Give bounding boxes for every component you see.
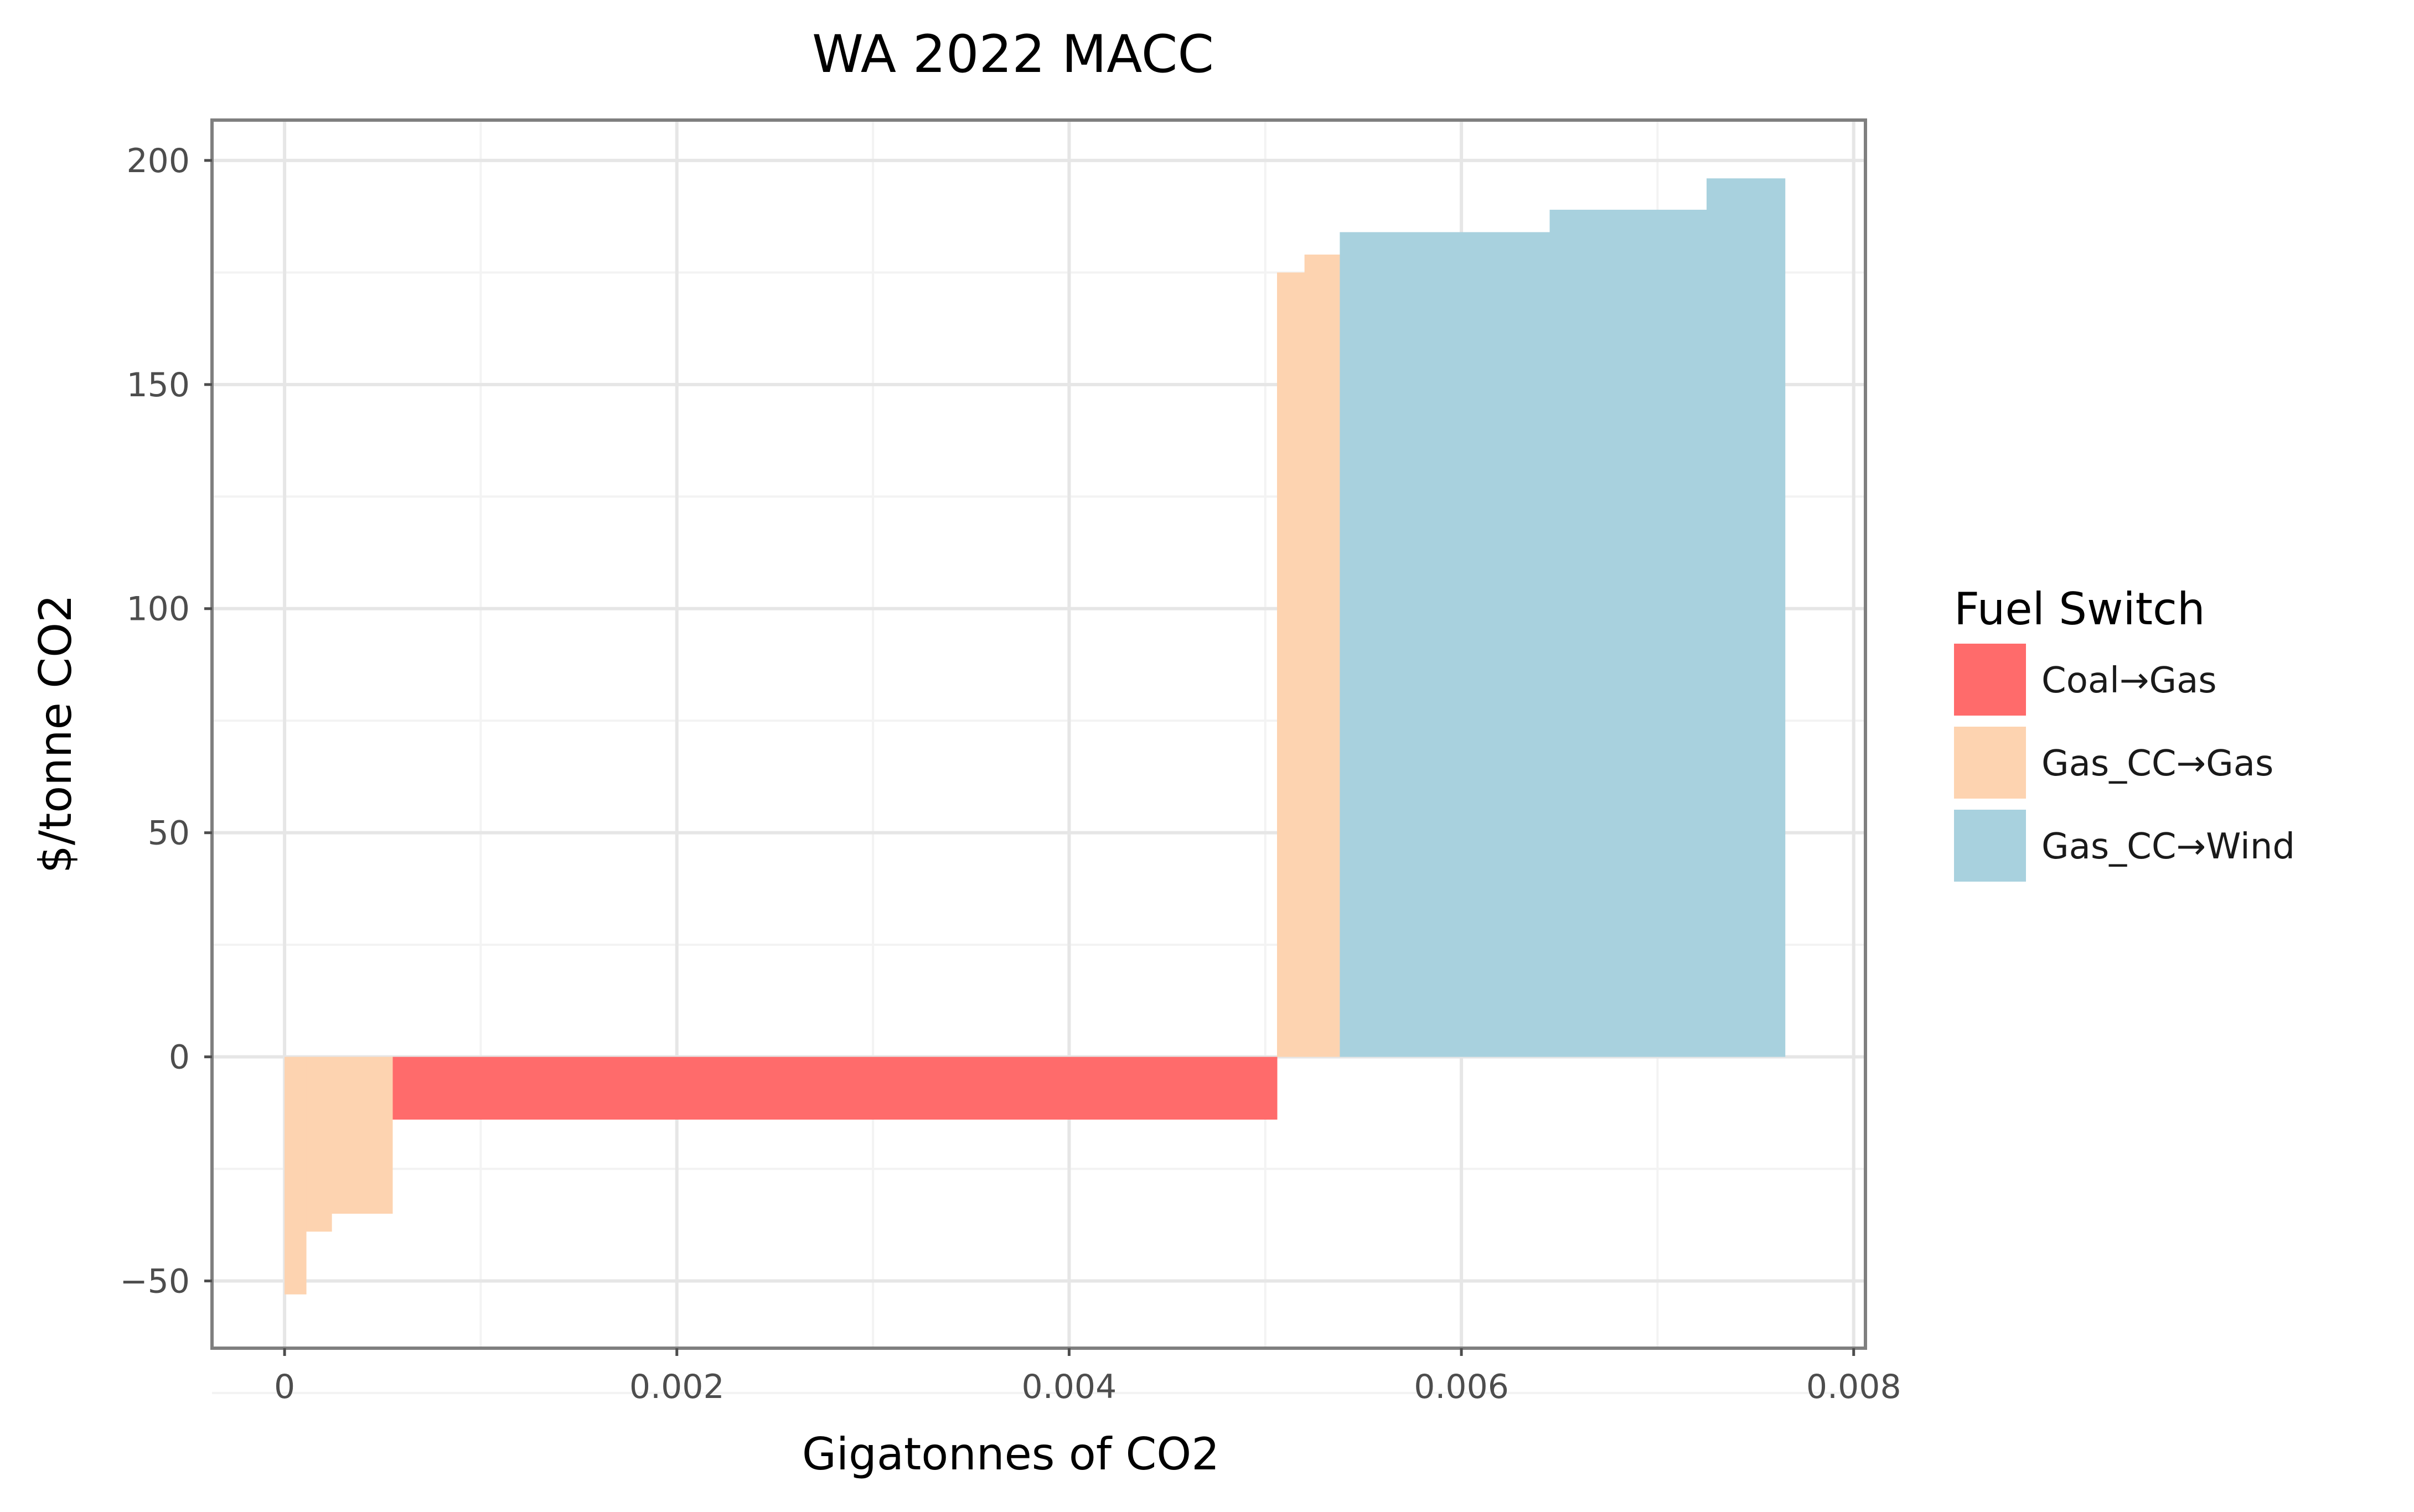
x-axis-title: Gigatonnes of CO2 bbox=[802, 1428, 1219, 1480]
legend: Fuel Switch Coal→Gas Gas_CC→Gas Gas_CC→Win… bbox=[1954, 583, 2295, 882]
legend-swatch bbox=[1954, 810, 2026, 882]
plot-panel-border bbox=[210, 118, 1867, 1350]
legend-swatch bbox=[1954, 727, 2026, 799]
y-axis-title: $/tonne CO2 bbox=[30, 594, 81, 873]
y-tick-label: 200 bbox=[126, 142, 190, 180]
x-tick-label: 0.004 bbox=[1022, 1368, 1117, 1406]
x-tick-label: 0.002 bbox=[629, 1368, 725, 1406]
legend-swatch bbox=[1954, 644, 2026, 716]
bar bbox=[1277, 272, 1305, 1057]
y-tick-label: 0 bbox=[169, 1038, 190, 1077]
legend-label: Gas_CC→Gas bbox=[2041, 743, 2273, 784]
bar bbox=[1706, 178, 1786, 1057]
legend-label: Coal→Gas bbox=[2041, 660, 2217, 701]
bar bbox=[285, 1057, 307, 1294]
bar bbox=[392, 1057, 1278, 1120]
legend-label: Gas_CC→Wind bbox=[2041, 826, 2295, 867]
y-axis: −50 0 50 100 150 200 bbox=[120, 142, 212, 1301]
bar bbox=[1549, 209, 1707, 1057]
x-axis: 0 0.002 0.004 0.006 0.008 bbox=[274, 1348, 1901, 1406]
y-tick-label: 50 bbox=[148, 814, 190, 853]
plot-panel bbox=[210, 118, 1867, 1394]
bar bbox=[332, 1057, 393, 1214]
chart-title: WA 2022 MACC bbox=[812, 24, 1214, 85]
y-tick-label: 100 bbox=[126, 590, 190, 629]
y-tick-label: 150 bbox=[126, 366, 190, 405]
bars bbox=[285, 178, 1786, 1294]
bar bbox=[306, 1057, 332, 1232]
x-tick-label: 0.008 bbox=[1806, 1368, 1901, 1406]
legend-title: Fuel Switch bbox=[1954, 583, 2205, 635]
y-tick-label: −50 bbox=[120, 1262, 190, 1301]
bar bbox=[1304, 254, 1340, 1057]
bar bbox=[1340, 232, 1550, 1057]
x-tick-label: 0.006 bbox=[1414, 1368, 1509, 1406]
x-tick-label: 0 bbox=[274, 1368, 295, 1406]
